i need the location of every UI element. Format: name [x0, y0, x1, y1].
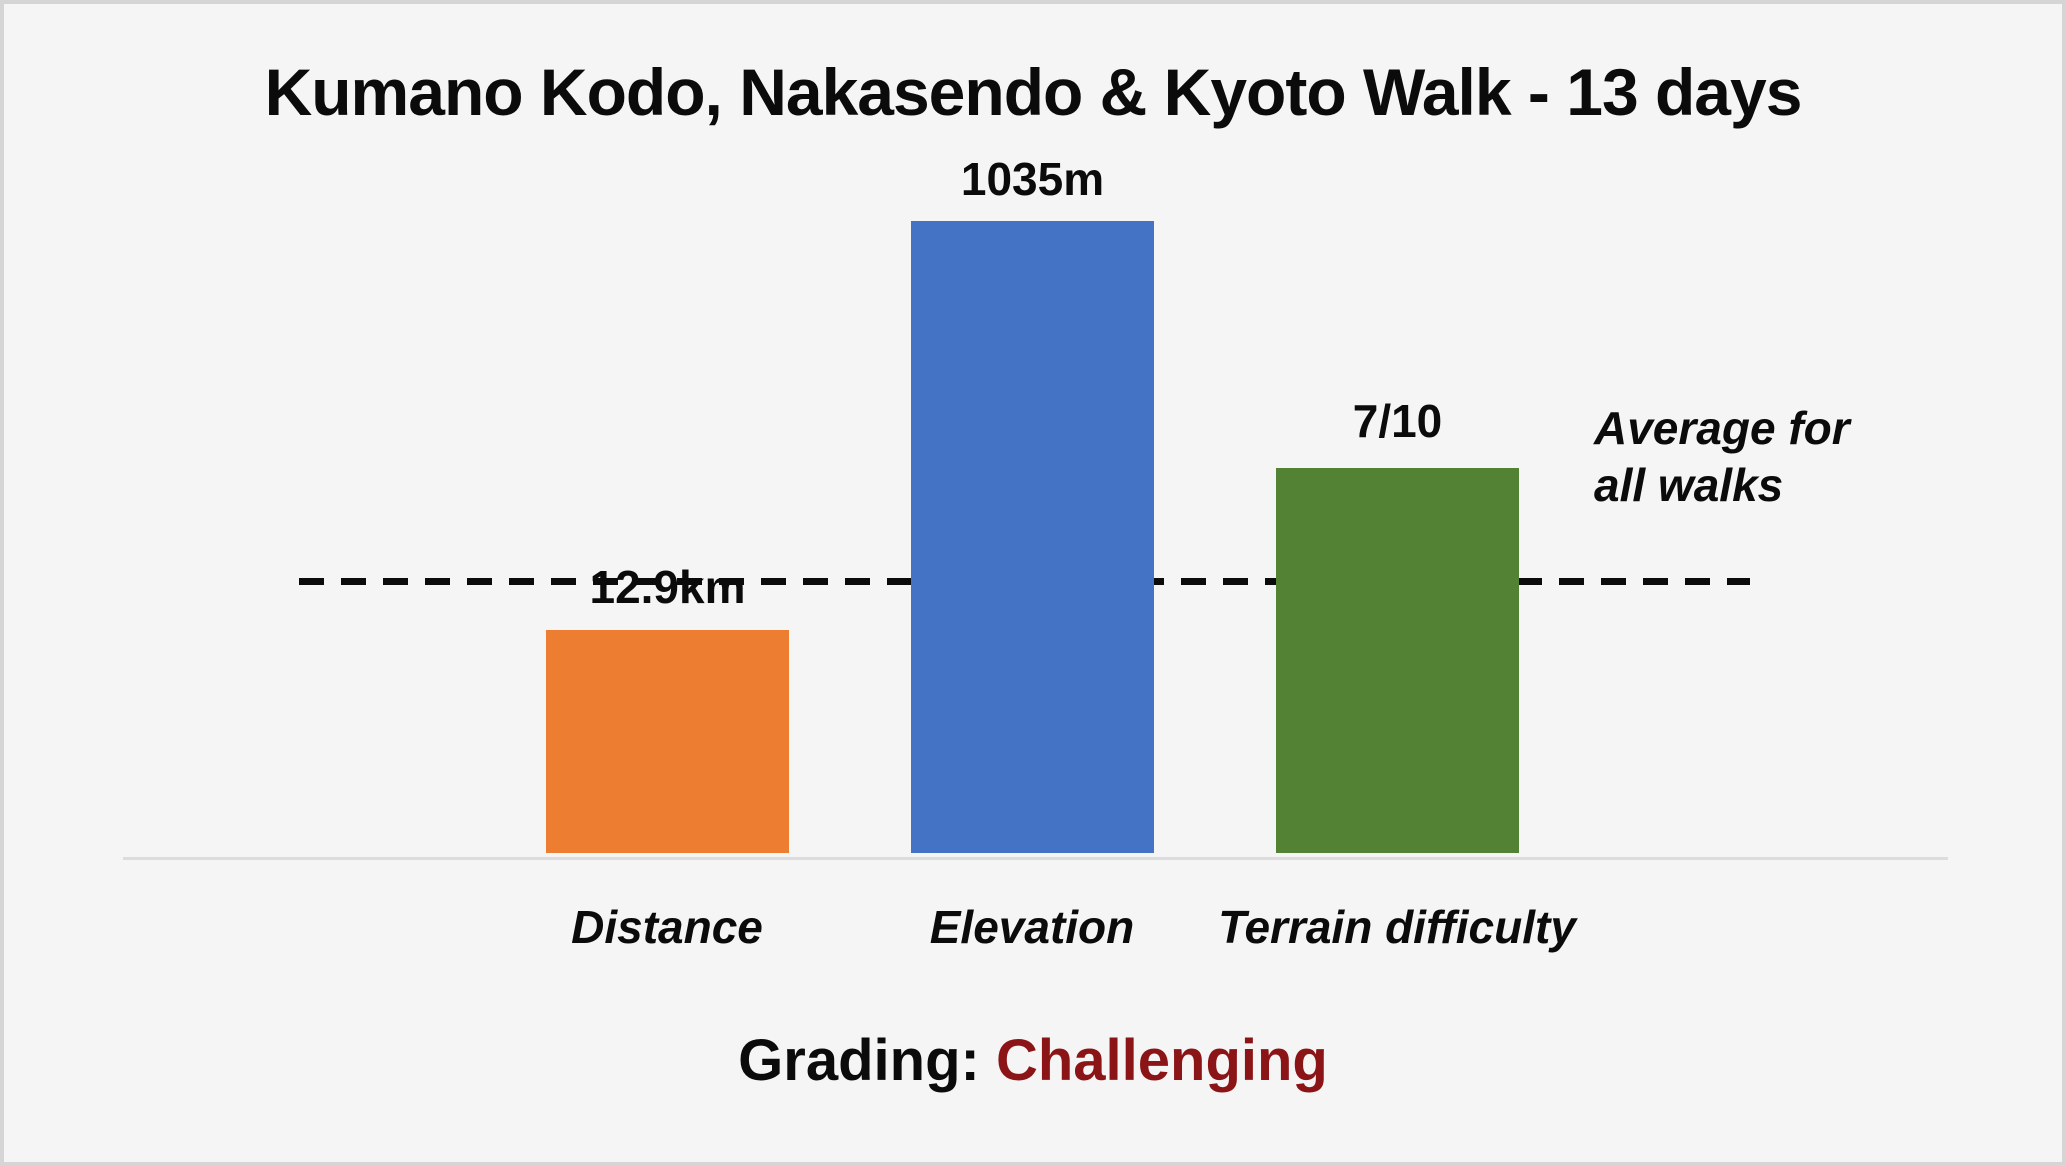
category-label-terrain-difficulty: Terrain difficulty: [1218, 901, 1576, 953]
grading-value: Challenging: [995, 1028, 1328, 1093]
bar-terrain-difficulty: [1276, 468, 1519, 853]
value-label-terrain-difficulty: 7/10: [1352, 395, 1443, 447]
category-label-elevation: Elevation: [929, 901, 1135, 953]
category-label-distance: Distance: [571, 901, 763, 953]
plot-area: 12.9km 1035m 7/10 Average for all walks …: [4, 4, 2062, 1162]
chart-title: Kumano Kodo, Nakasendo & Kyoto Walk - 13…: [264, 55, 1803, 129]
x-axis-baseline: [123, 857, 1948, 860]
grading-line: Grading: Challenging: [4, 1030, 2062, 1092]
bar-elevation: [911, 221, 1154, 853]
grading-label: Grading:: [738, 1028, 980, 1093]
value-label-distance: 12.9km: [589, 561, 746, 613]
average-annotation-line2: all walks: [1594, 459, 1784, 511]
average-line-annotation: Average for all walks: [1594, 400, 1850, 514]
value-label-elevation: 1035m: [960, 153, 1105, 205]
average-annotation-line1: Average for: [1594, 402, 1850, 454]
bar-distance: [546, 630, 789, 853]
